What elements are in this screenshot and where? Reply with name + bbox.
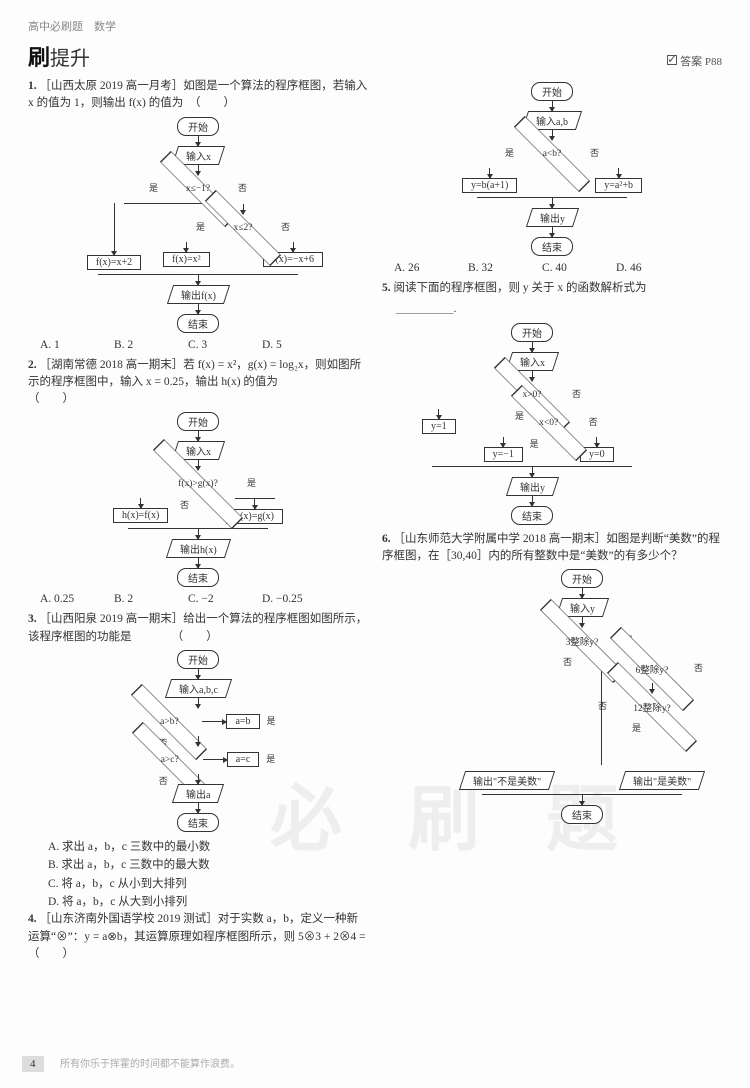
flowchart-5: 开始 输入x 是 否 x>0? y=1 是 (422, 323, 722, 525)
book-header: 高中必刷题 数学 (28, 18, 722, 34)
flowchart-3: 开始 输入a,b,c 是 否 a>b? a=b 是 否 a>c? a=c 输出a (28, 650, 368, 832)
fc3-box2: a=c (227, 752, 260, 767)
fc4-end: 结束 (531, 237, 573, 256)
fc4-start: 开始 (531, 82, 573, 101)
problem-2: 2. ［湖南常德 2018 高一期末］若 f(x) = x²，g(x) = lo… (28, 357, 368, 409)
fc3-input: 输入a,b,c (164, 679, 231, 698)
problem-3: 3. ［山西阳泉 2019 高一期末］给出一个算法的程序框图如图所示，该程序框图… (28, 611, 368, 646)
fc3-end: 结束 (177, 813, 219, 832)
right-column: 开始 输入a,b 是 否 a<b? y=b(a+1) y=a²+b 输出y 结束… (382, 78, 722, 967)
fc3-box1: a=b (226, 714, 259, 729)
fc5-end: 结束 (511, 506, 553, 525)
flowchart-6: 开始 输入y 是 否 3整除y? 否 是 (382, 569, 702, 824)
flowchart-4: 开始 输入a,b 是 否 a<b? y=b(a+1) y=a²+b 输出y 结束 (382, 82, 722, 256)
footer-quote: 所有你乐于挥霍的时间都不能算作浪费。 (60, 1055, 240, 1070)
section-title-prefix: 刷 (28, 45, 50, 70)
fc2-cond: f(x)>g(x)? (158, 470, 238, 498)
fc3-start: 开始 (177, 650, 219, 669)
fc6-out2: 输出"是美数" (619, 771, 705, 790)
fc4-cond: a<b? (519, 140, 585, 168)
fc5-start: 开始 (511, 323, 553, 342)
fc3-output: 输出a (172, 784, 225, 803)
left-column: 1. ［山西太原 2019 高一月考］如图是一个算法的程序框图，若输入 x 的值… (28, 78, 368, 967)
fc2-start: 开始 (177, 412, 219, 431)
section-title-row: 刷提升 答案 P88 (28, 40, 722, 72)
problem-1: 1. ［山西太原 2019 高一月考］如图是一个算法的程序框图，若输入 x 的值… (28, 78, 368, 113)
fc5-cond2: x<0? (516, 409, 582, 437)
problem-5-blank: ＿＿＿＿＿. (396, 301, 722, 318)
fc6-cond3: 12整除y? (612, 693, 692, 721)
section-title-suffix: 提升 (50, 48, 90, 70)
fc5-output: 输出y (505, 477, 558, 496)
fc6-end: 结束 (561, 805, 603, 824)
fc1-start: 开始 (177, 117, 219, 136)
problem-2-options: A. 0.25B. 2C. −2D. −0.25 (40, 593, 368, 605)
answer-page-ref: 答案 P88 (667, 53, 722, 69)
problem-5: 5. 阅读下面的程序框图，则 y 关于 x 的函数解析式为 (382, 280, 722, 297)
flowchart-1: 开始 输入x 是 否 x≤−1? f(x)=x+2 (28, 117, 368, 333)
fc2-output: 输出h(x) (166, 539, 231, 558)
fc1-end: 结束 (177, 314, 219, 333)
fc2-end: 结束 (177, 568, 219, 587)
fc5-box2: y=−1 (484, 447, 523, 462)
fc6-out1: 输出"不是美数" (459, 771, 555, 790)
fc4-box1: y=b(a+1) (462, 178, 517, 193)
problem-1-options: A. 1B. 2C. 3D. 5 (40, 339, 368, 351)
problem-4-options: A. 26B. 32C. 40D. 46 (394, 262, 722, 274)
problem-4: 4. ［山东济南外国语学校 2019 测试］对于实数 a，b，定义一种新运算“⊗… (28, 911, 368, 963)
problem-3-options: A. 求出 a，b，c 三数中的最小数 B. 求出 a，b，c 三数中的最大数 … (48, 838, 368, 912)
page-number: 4 (22, 1056, 44, 1072)
flowchart-2: 开始 输入x 是 否 f(x)>g(x)? h(x)=f(x) h(x)=g(x… (28, 412, 368, 587)
fc1-box2: f(x)=x² (163, 252, 210, 267)
fc1-box1: f(x)=x+2 (87, 255, 141, 270)
fc6-start: 开始 (561, 569, 603, 588)
fc4-box2: y=a²+b (595, 178, 642, 193)
problem-6: 6. ［山东师范大学附属中学 2018 高一期末］如图是判断“美数”的程序框图，… (382, 531, 722, 566)
fc5-box1: y=1 (422, 419, 456, 434)
fc1-output: 输出f(x) (166, 285, 229, 304)
fc6-cond1: 3整除y? (545, 627, 619, 655)
fc4-output: 输出y (525, 208, 578, 227)
fc1-cond2: x≤2? (210, 214, 276, 242)
fc2-box1: h(x)=f(x) (113, 508, 168, 523)
fc3-cond2: a>c? (137, 746, 203, 774)
